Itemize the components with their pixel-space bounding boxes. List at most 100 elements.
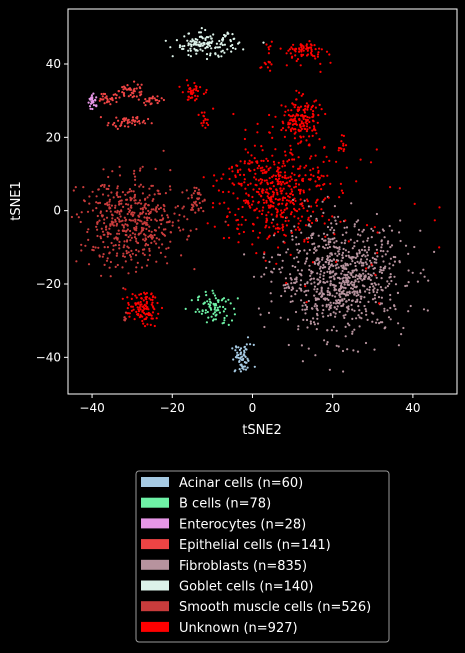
scatter-point	[201, 49, 204, 52]
scatter-point	[127, 301, 130, 305]
scatter-point	[313, 247, 316, 251]
scatter-point	[239, 168, 242, 171]
scatter-point	[322, 175, 325, 178]
scatter-point	[300, 289, 303, 292]
scatter-point	[272, 174, 275, 177]
scatter-point	[376, 288, 379, 291]
scatter-point	[326, 293, 329, 296]
scatter-point	[289, 253, 292, 256]
scatter-point	[311, 134, 314, 137]
scatter-point	[389, 293, 392, 297]
scatter-point	[312, 317, 315, 320]
scatter-point	[244, 218, 247, 222]
scatter-point	[192, 91, 195, 94]
scatter-point	[254, 172, 257, 175]
scatter-point	[130, 309, 133, 312]
scatter-point	[282, 187, 285, 190]
scatter-point	[131, 252, 134, 255]
scatter-point	[108, 200, 111, 203]
scatter-point	[140, 220, 143, 223]
scatter-point	[286, 160, 289, 163]
scatter-point	[224, 220, 227, 223]
scatter-point	[255, 207, 258, 210]
scatter-point	[223, 51, 226, 54]
scatter-point	[284, 283, 287, 286]
scatter-point	[143, 291, 146, 294]
scatter-point	[271, 175, 274, 178]
scatter-point	[243, 162, 246, 165]
scatter-point	[347, 298, 351, 301]
scatter-point	[378, 322, 381, 325]
scatter-point	[268, 131, 271, 134]
scatter-point	[360, 312, 363, 315]
legend-swatch	[141, 621, 169, 632]
scatter-point	[95, 207, 98, 210]
scatter-point	[156, 301, 159, 305]
scatter-point	[343, 226, 346, 229]
scatter-point	[118, 202, 121, 205]
scatter-point	[301, 179, 304, 182]
scatter-point	[186, 39, 189, 42]
scatter-point	[129, 255, 132, 258]
scatter-point	[300, 215, 304, 218]
scatter-point	[411, 271, 414, 274]
scatter-point	[416, 280, 419, 283]
scatter-point	[381, 289, 384, 292]
scatter-point	[177, 219, 180, 222]
scatter-point	[351, 269, 354, 272]
scatter-point	[151, 305, 154, 308]
scatter-point	[270, 213, 273, 216]
scatter-point	[261, 188, 264, 191]
scatter-point	[388, 267, 391, 270]
scatter-point	[272, 160, 275, 163]
scatter-point	[232, 192, 235, 195]
scatter-point	[103, 222, 106, 225]
scatter-point	[351, 287, 354, 290]
scatter-point	[97, 188, 100, 191]
scatter-point	[293, 215, 296, 218]
scatter-point	[212, 292, 215, 295]
scatter-point	[171, 224, 174, 227]
scatter-point	[160, 222, 163, 226]
scatter-point	[301, 93, 305, 96]
scatter-point	[297, 188, 300, 191]
scatter-point	[241, 355, 244, 358]
scatter-point	[344, 286, 347, 290]
scatter-point	[367, 246, 370, 249]
scatter-point	[303, 290, 306, 293]
scatter-point	[250, 154, 253, 157]
legend-label: Unknown (n=927)	[179, 621, 298, 636]
scatter-point	[291, 153, 294, 156]
scatter-point	[124, 193, 127, 196]
scatter-point	[206, 222, 209, 225]
scatter-point	[375, 248, 378, 251]
scatter-point	[388, 262, 391, 265]
scatter-point	[295, 276, 298, 279]
scatter-point	[316, 288, 319, 291]
scatter-point	[106, 257, 109, 260]
scatter-point	[231, 182, 234, 185]
scatter-point	[289, 115, 292, 118]
scatter-point	[187, 95, 190, 98]
scatter-point	[314, 48, 317, 51]
scatter-point	[259, 182, 262, 185]
y-tick-label: 0	[53, 204, 61, 218]
scatter-point	[302, 53, 305, 56]
scatter-point	[320, 286, 323, 289]
scatter-point	[291, 300, 294, 303]
scatter-point	[178, 85, 181, 88]
scatter-point	[300, 46, 303, 49]
scatter-point	[305, 260, 308, 263]
scatter-point	[150, 208, 153, 211]
scatter-point	[111, 97, 114, 100]
scatter-point	[332, 301, 335, 305]
scatter-point	[345, 279, 348, 282]
scatter-point	[310, 307, 314, 310]
scatter-point	[105, 216, 109, 219]
scatter-point	[310, 272, 313, 275]
scatter-point	[334, 315, 337, 318]
scatter-point	[138, 232, 141, 235]
scatter-point	[148, 187, 151, 190]
scatter-point	[272, 218, 275, 221]
scatter-point	[281, 266, 284, 269]
